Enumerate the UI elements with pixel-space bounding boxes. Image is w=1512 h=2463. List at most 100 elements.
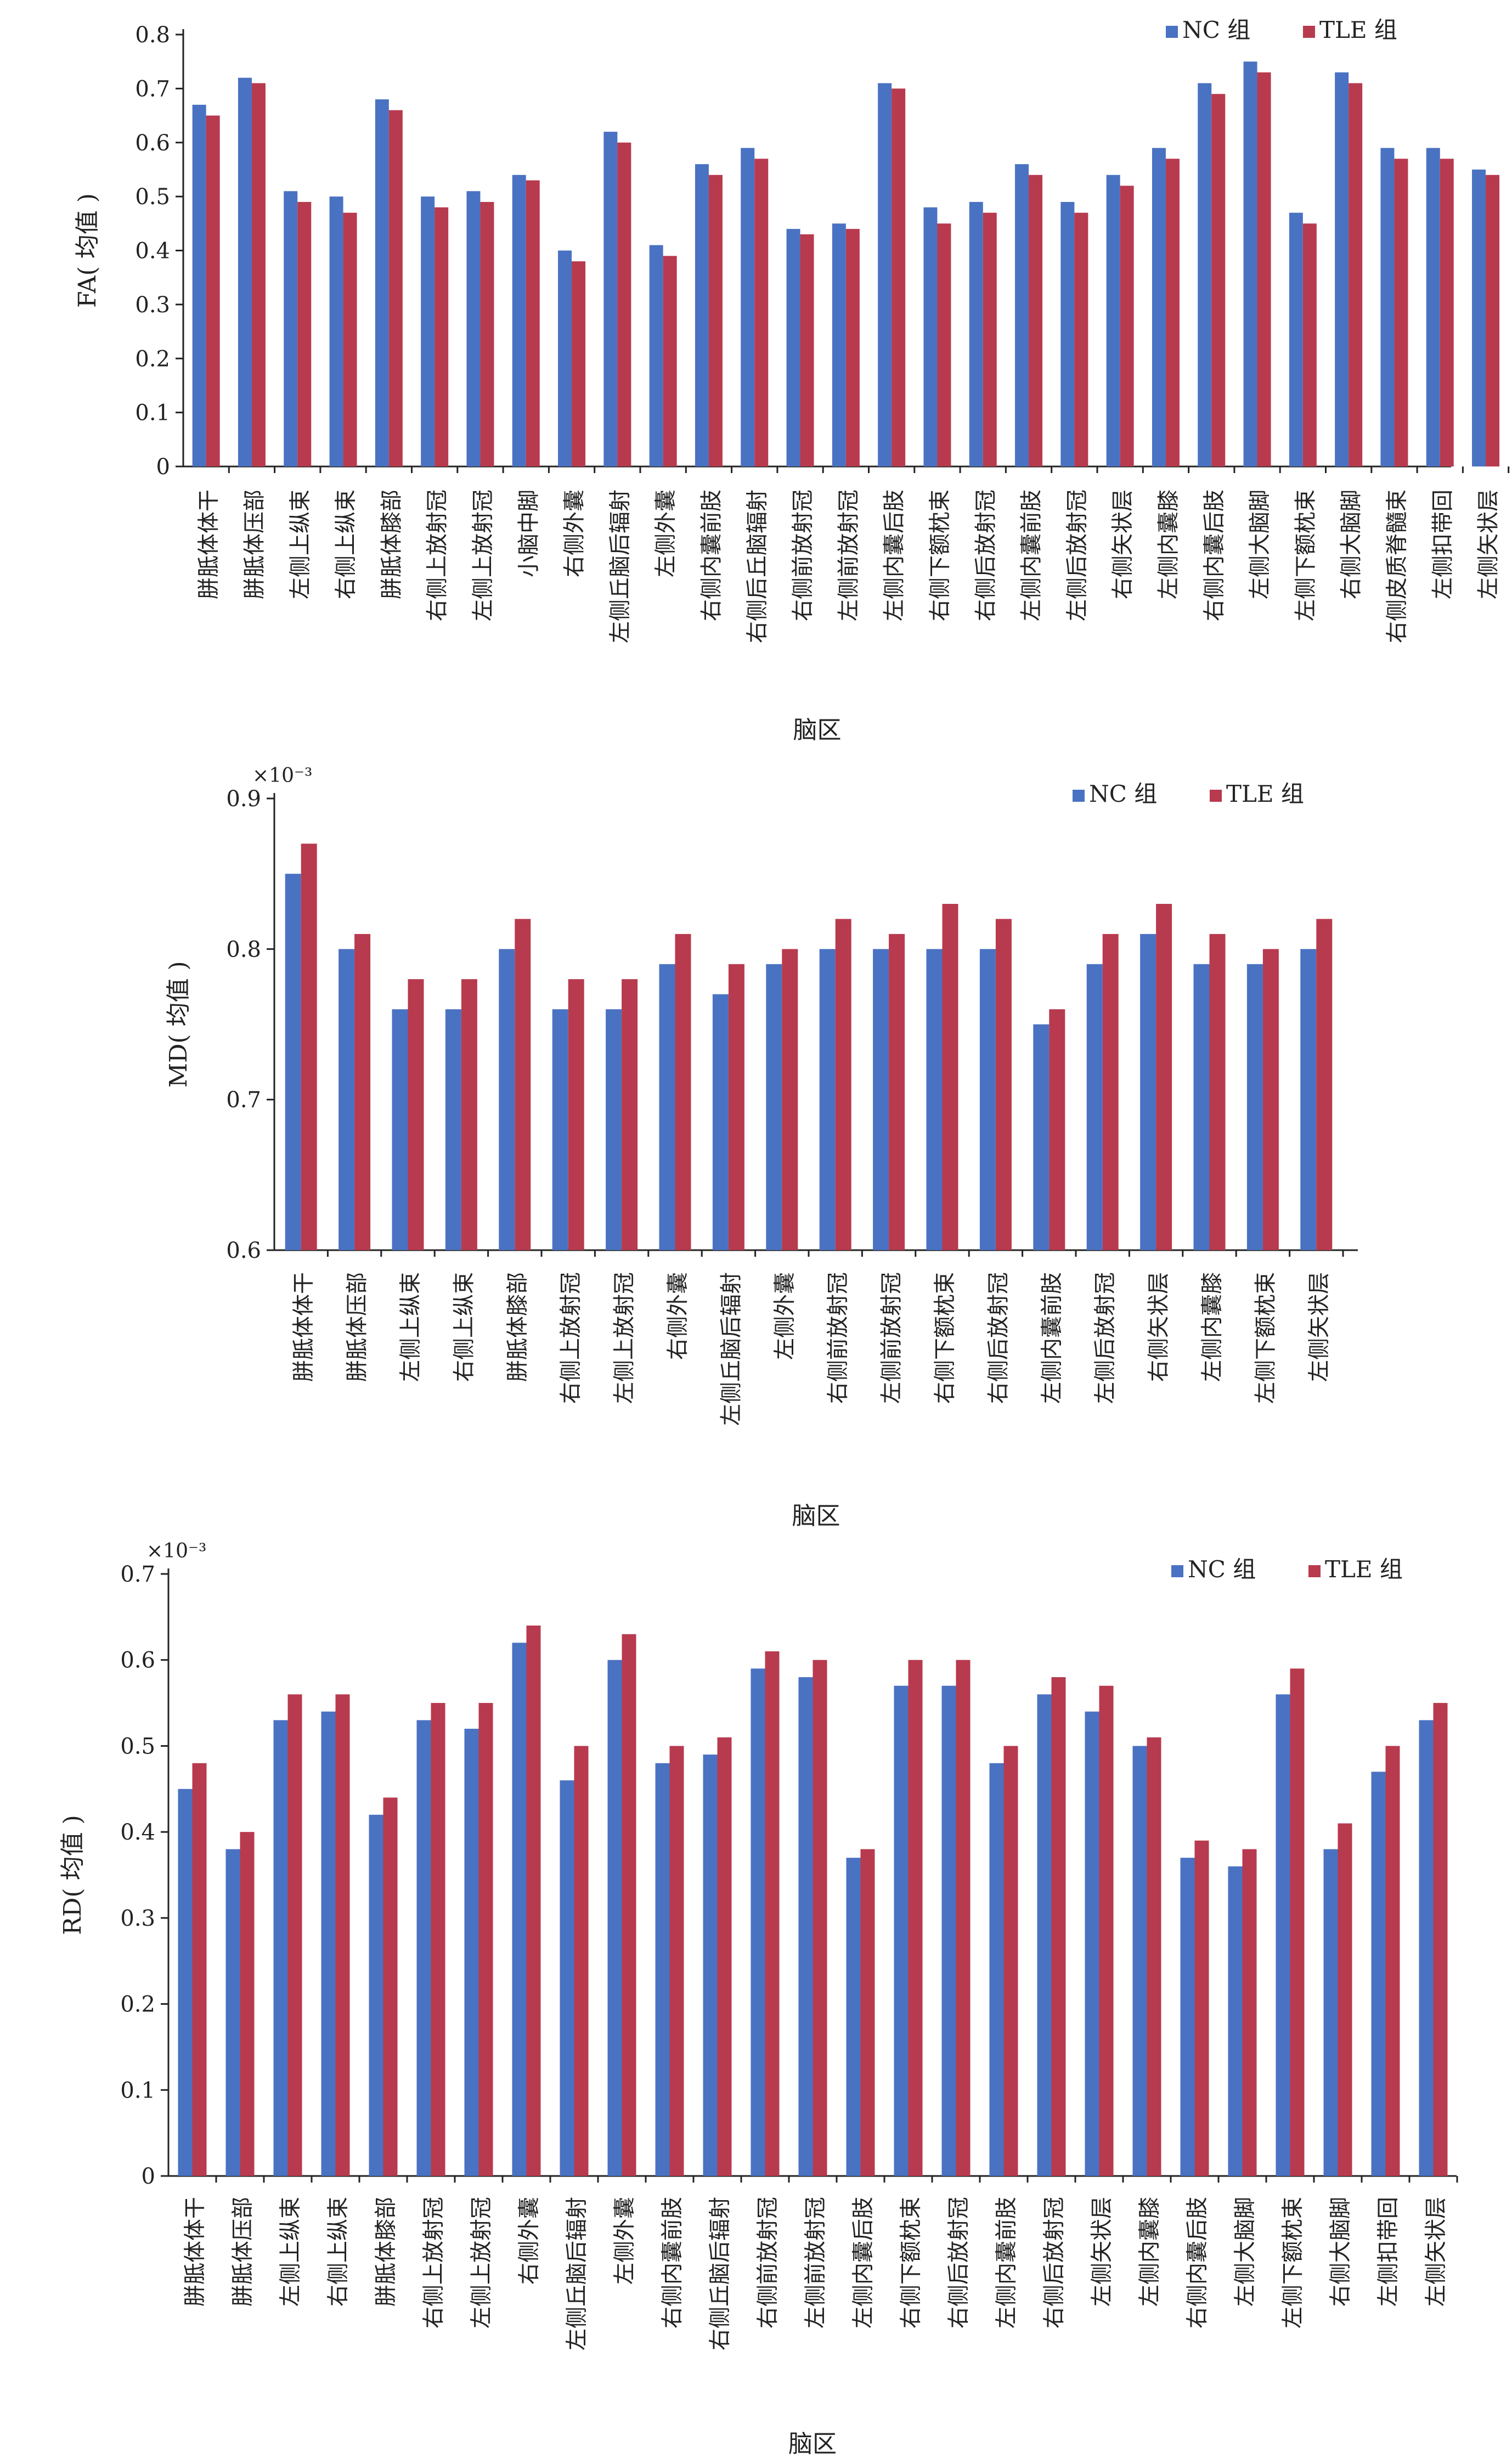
x-tick-label: 左侧内囊膝 [1137,2197,1163,2307]
bar-tle [1242,1849,1257,2176]
bar-nc [1085,1711,1099,2176]
bar-nc [329,196,343,466]
bar-tle [708,175,723,466]
bar-nc [273,1720,288,2176]
legend-label-tle: TLE 组 [1325,1556,1403,1583]
bar-nc [1380,148,1395,466]
x-tick-label: 左侧下额枕束 [1280,2197,1306,2329]
x-tick-label: 右侧前放射冠 [755,2197,781,2329]
bar-nc [499,949,515,1250]
x-tick-label: 左侧内囊前肢 [1019,490,1044,621]
bar-tle [1486,175,1500,466]
bar-tle [287,1694,302,2176]
x-tick-label: 右侧前放射冠 [826,1272,851,1404]
y-tick-label: 0.6 [135,131,170,156]
bar-tle [622,979,638,1250]
bar-tle [1029,175,1043,466]
x-tick-label: 左侧上放射冠 [612,1272,637,1404]
bar-tle [431,1703,445,2176]
y-exponent-label: ×10⁻³ [252,764,312,787]
bar-tle [956,1660,971,2176]
bar-nc [607,1660,622,2176]
x-tick-label: 左侧前放射冠 [803,2197,828,2329]
bar-nc [1371,1772,1386,2176]
bar-nc [655,1763,670,2176]
y-tick-label: 0.7 [226,1088,261,1113]
bar-tle [1338,1823,1352,2176]
bar-nc [1015,164,1029,467]
x-tick-label: 右侧外囊 [562,490,587,577]
x-tick-label: 右侧矢状层 [1146,1272,1171,1382]
x-tick-label: 左侧后放射冠 [1093,1272,1118,1404]
bar-tle [728,964,744,1250]
legend-swatch-nc [1166,26,1178,38]
bar-nc [712,994,729,1250]
bar-tle [1316,919,1333,1250]
bar-tle [1120,185,1134,466]
bar-tle [574,1746,589,2176]
bar-tle [765,1651,780,2176]
bar-tle [526,180,540,466]
bar-tle [461,979,477,1250]
x-tick-label: 左侧上放射冠 [470,490,495,621]
x-tick-label: 右侧后放射冠 [986,1272,1011,1404]
bar-tle [1433,1703,1448,2176]
rd-chart: 0 0.1 0.2 0.3 0.4 0.5 0.6 0.7×10⁻³ RD( 均值 ) 胼胝体体干… [59,1540,1458,2458]
bar-tle [206,115,220,466]
bar-nc [1086,964,1103,1250]
bar-nc [1193,964,1210,1250]
bar-nc [1152,148,1166,466]
x-tick-label: 左侧上纵束 [287,490,313,599]
bar-tle [572,261,586,466]
bar-nc [786,229,800,466]
x-tick-label: 右侧上纵束 [452,1272,477,1382]
x-tick-label: 右侧皮质脊髓束 [1384,490,1409,643]
bar-nc [1106,175,1120,466]
x-tick-label: 左侧内囊后肢 [882,490,907,621]
x-tick-label: 左侧上放射冠 [469,2197,494,2329]
x-axis-title: 脑区 [792,1502,840,1530]
legend-swatch-tle [1210,790,1222,802]
legend-label-tle: TLE 组 [1319,16,1397,43]
bar-nc [192,104,206,466]
bar-tle [192,1763,207,2176]
bar-tle [1209,934,1226,1250]
legend: NC 组 TLE 组 [1073,780,1304,807]
x-tick-label: 左侧矢状层 [1306,1272,1332,1382]
x-tick-label: 左侧矢状层 [1424,2197,1449,2307]
x-tick-label: 右侧后放射冠 [973,490,998,621]
x-tick-label: 右侧下额枕束 [899,2197,924,2329]
bar-tle [1290,1668,1305,2176]
bar-tle [663,256,677,466]
bar-nc [751,1668,765,2176]
bar-nc [1132,1746,1147,2176]
bar-nc [560,1780,574,2176]
bar-tle [240,1832,255,2176]
x-tick-label: 左侧丘脑后辐射 [607,490,633,643]
bar-nc [798,1677,813,2176]
bar-nc [1180,1858,1195,2176]
bar-nc [1060,201,1075,466]
bar-tle [717,1737,732,2176]
x-tick-label: 右侧内囊前肢 [660,2197,685,2329]
x-tick-label: 左侧矢状层 [1090,2197,1115,2307]
x-tick-label: 胼胝体膝部 [505,1272,530,1382]
bar-tle [1049,1009,1065,1250]
bar-nc [878,83,892,467]
bar-tle [478,1703,493,2176]
x-tick-label: 左侧内囊后肢 [851,2197,876,2329]
bar-tle [1074,212,1088,466]
bar-tle [835,919,851,1250]
bar-nc [606,1009,622,1250]
bar-nc [1323,1849,1338,2176]
x-tick-label: 右侧后放射冠 [1042,2197,1067,2329]
x-tick-label: 右侧后放射冠 [946,2197,972,2329]
legend: NC 组 TLE 组 [1171,1556,1403,1583]
bar-nc [941,1685,956,2176]
bar-tle [343,212,357,466]
bar-nc [284,191,298,466]
y-tick-label: 0.4 [135,239,170,264]
bar-tle [515,919,531,1250]
bar-tle [889,934,905,1250]
